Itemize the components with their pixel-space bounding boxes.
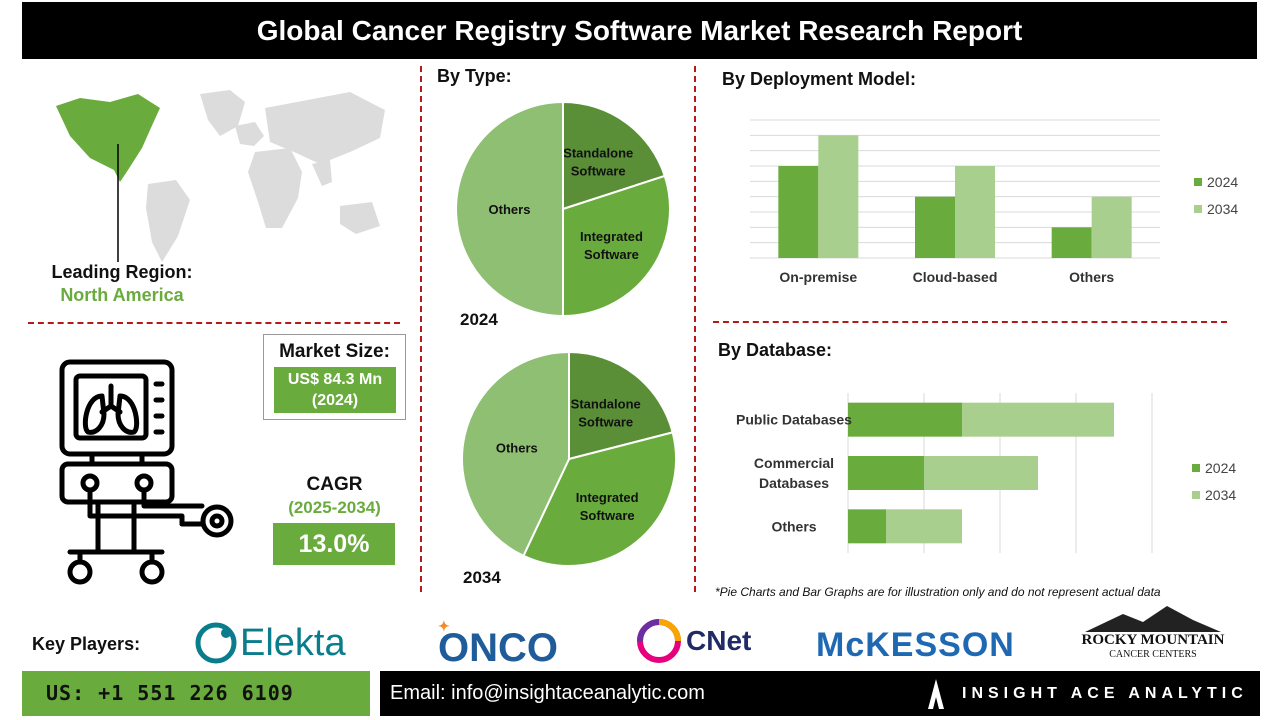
mckesson-name: McKESSON bbox=[816, 625, 1015, 664]
report-title: Global Cancer Registry Software Market R… bbox=[22, 2, 1257, 59]
leading-region-label: Leading Region: bbox=[51, 262, 193, 282]
mckesson-logo: McKESSON bbox=[816, 622, 1015, 668]
pie-label-others: Others bbox=[496, 440, 538, 455]
market-size-value: US$ 84.3 Mn (2024) bbox=[274, 367, 396, 413]
rocky-mountain-subtitle: CANCER CENTERS bbox=[1109, 649, 1197, 660]
cnet-name: CNet bbox=[686, 625, 752, 656]
onco-name: ONCO bbox=[438, 625, 558, 670]
deployment-bar-others-2024 bbox=[1051, 227, 1092, 258]
pie-chart-2024: Standalone Software Integrated Software Othe… bbox=[455, 100, 671, 318]
deployment-bar-on-premise-2034 bbox=[818, 135, 859, 258]
phone-number: US: +1 551 226 6109 bbox=[22, 671, 370, 716]
market-size-label: Market Size: bbox=[279, 341, 390, 362]
rocky-mountain-name: ROCKY MOUNTAIN bbox=[1081, 632, 1225, 648]
pie-year-2034: 2034 bbox=[463, 568, 501, 587]
database-bar-public-databases-2024 bbox=[848, 402, 962, 437]
database-legend-swatch-2034 bbox=[1192, 491, 1200, 499]
elekta-name: Elekta bbox=[240, 621, 346, 664]
cagr-value: 13.0% bbox=[273, 523, 395, 565]
deployment-legend-2034: 2034 bbox=[1207, 201, 1238, 217]
brand-name: INSIGHT ACE ANALYTIC bbox=[962, 685, 1248, 702]
pie-slice-integrated-software bbox=[562, 174, 671, 318]
divider-left-horizontal bbox=[28, 322, 400, 324]
divider-left bbox=[420, 66, 422, 592]
footnote: *Pie Charts and Bar Graphs are for illus… bbox=[715, 585, 1161, 599]
divider-right bbox=[694, 66, 696, 592]
database-bar-others-2024 bbox=[848, 509, 886, 544]
medical-monitor-icon bbox=[59, 359, 234, 585]
pie-year-2024: 2024 bbox=[460, 310, 498, 329]
market-size-card: Market Size: US$ 84.3 Mn (2024) bbox=[263, 334, 406, 420]
world-map bbox=[56, 90, 385, 262]
database-bar-commercial-databases-2024 bbox=[848, 456, 924, 490]
market-size-year: (2024) bbox=[311, 392, 359, 409]
database-category-commercial-databases: Commercial Databases bbox=[754, 455, 834, 491]
onco-dots-icon: ✦ bbox=[438, 618, 450, 634]
deployment-category-others: Others bbox=[1069, 269, 1114, 285]
database-category-public-databases: Public Databases bbox=[736, 412, 852, 428]
email-address[interactable]: Email: info@insightaceanalytic.com bbox=[390, 682, 705, 704]
database-bar-others-2034 bbox=[886, 509, 962, 544]
pie-chart-2034: Standalone Software Integrated Software Othe… bbox=[461, 350, 677, 567]
pie-slice-others bbox=[461, 350, 570, 558]
market-size-amount: US$ 84.3 Mn bbox=[287, 371, 383, 388]
pie-label-integrated-software: Integrated Software bbox=[576, 490, 639, 523]
cagr-label: CAGR bbox=[306, 474, 363, 495]
deployment-legend-swatch-2024 bbox=[1194, 178, 1202, 186]
database-bar-commercial-databases-2034 bbox=[924, 456, 1038, 490]
insight-ace-logo-icon bbox=[928, 679, 944, 709]
deployment-bar-chart: On-premise Cloud-based Others 2024 2034 bbox=[750, 119, 1238, 285]
pie-label-standalone-software: Standalone Software bbox=[563, 146, 633, 179]
database-bar-chart: Public Databases Commercial Databases Other… bbox=[736, 393, 1236, 553]
pie-label-standalone-software: Standalone Software bbox=[571, 397, 641, 430]
deployment-category-cloud-based: Cloud-based bbox=[913, 269, 998, 285]
rocky-mountain-logo: ROCKY MOUNTAIN CANCER CENTERS bbox=[1078, 606, 1228, 670]
leading-region-value: North America bbox=[60, 285, 184, 305]
elekta-icon bbox=[195, 622, 237, 664]
by-database-title: By Database: bbox=[718, 340, 833, 360]
pie-slice-others bbox=[455, 100, 564, 318]
cnet-icon bbox=[637, 619, 681, 663]
database-legend-swatch-2024 bbox=[1192, 464, 1200, 472]
cagr-years: (2025-2034) bbox=[288, 498, 381, 517]
pie-slice-standalone-software bbox=[562, 100, 667, 211]
deployment-bar-others-2034 bbox=[1091, 196, 1132, 258]
deployment-category-on-premise: On-premise bbox=[779, 269, 857, 285]
deployment-legend-2024: 2024 bbox=[1207, 174, 1238, 190]
pie-slice-standalone-software bbox=[568, 350, 674, 461]
pie-slice-integrated-software bbox=[522, 431, 677, 567]
mountain-icon bbox=[1085, 606, 1221, 632]
by-deployment-title: By Deployment Model: bbox=[722, 69, 917, 89]
pie-label-others: Others bbox=[489, 202, 531, 217]
by-type-title: By Type: bbox=[437, 66, 512, 86]
database-legend-2034: 2034 bbox=[1205, 487, 1236, 503]
deployment-bar-on-premise-2024 bbox=[778, 166, 819, 258]
pie-label-integrated-software: Integrated Software bbox=[580, 229, 643, 262]
onco-logo: ✦ ONCO bbox=[438, 618, 558, 670]
database-category-others: Others bbox=[771, 518, 816, 534]
elekta-logo: Elekta bbox=[194, 620, 346, 666]
divider-right-horizontal bbox=[713, 321, 1227, 323]
deployment-legend-swatch-2034 bbox=[1194, 205, 1202, 213]
key-players-label: Key Players: bbox=[32, 634, 141, 654]
cnet-logo: CNet bbox=[636, 618, 751, 664]
deployment-bar-cloud-based-2024 bbox=[915, 196, 955, 258]
email-bar: Email: info@insightaceanalytic.com INSIG… bbox=[380, 671, 1260, 716]
deployment-bar-cloud-based-2034 bbox=[955, 166, 995, 258]
database-legend-2024: 2024 bbox=[1205, 460, 1236, 476]
database-bar-public-databases-2034 bbox=[962, 402, 1114, 437]
